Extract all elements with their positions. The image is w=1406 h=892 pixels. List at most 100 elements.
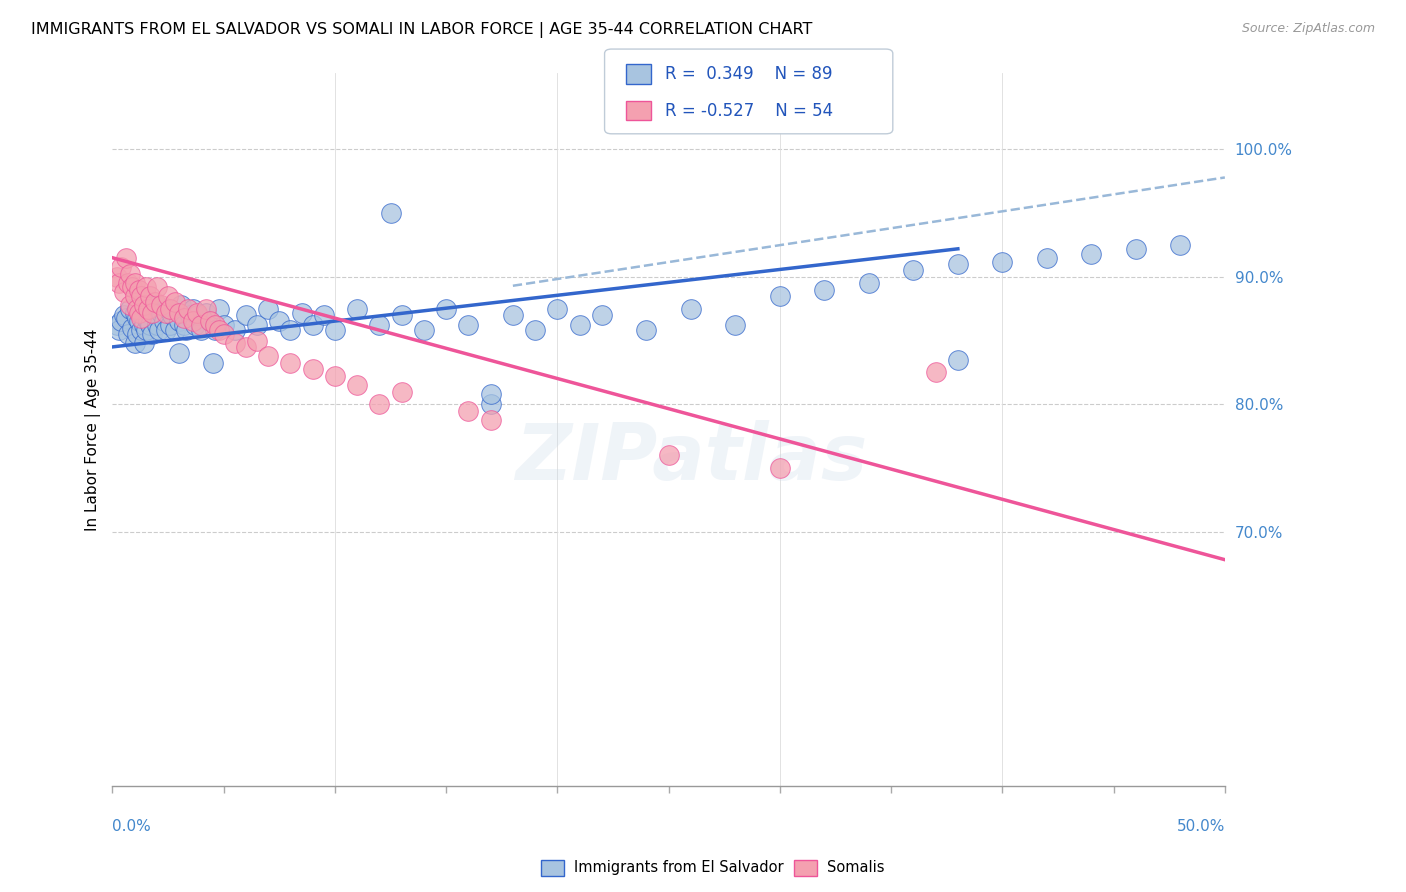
Point: [114, 310, 136, 325]
Point: [141, 305, 163, 319]
Point: [170, 298, 193, 312]
Point: [208, 323, 231, 337]
Point: [135, 301, 157, 316]
Point: [368, 318, 391, 333]
Point: [148, 323, 170, 337]
Point: [124, 336, 146, 351]
Point: [194, 305, 217, 319]
Y-axis label: In Labor Force | Age 35-44: In Labor Force | Age 35-44: [86, 328, 101, 531]
Point: [658, 448, 681, 462]
Point: [105, 318, 128, 333]
Point: [120, 301, 142, 316]
Text: 0.0%: 0.0%: [112, 819, 152, 834]
Point: [139, 289, 162, 303]
Point: [125, 310, 148, 325]
Point: [457, 318, 479, 333]
Point: [163, 323, 186, 337]
Point: [146, 298, 169, 312]
Point: [224, 336, 246, 351]
Point: [224, 323, 246, 337]
Point: [173, 318, 195, 333]
Text: 50.0%: 50.0%: [1177, 819, 1225, 834]
Point: [146, 280, 169, 294]
Point: [136, 314, 159, 328]
Point: [301, 361, 323, 376]
Point: [181, 301, 204, 316]
Point: [108, 277, 131, 291]
Point: [117, 277, 139, 291]
Point: [135, 323, 157, 337]
Point: [131, 310, 153, 325]
Point: [813, 283, 835, 297]
Point: [479, 397, 502, 411]
Point: [724, 318, 747, 333]
Point: [143, 308, 166, 322]
Point: [155, 323, 177, 337]
Point: [136, 301, 159, 316]
Point: [769, 289, 792, 303]
Point: [131, 323, 153, 337]
Point: [679, 301, 702, 316]
Point: [257, 349, 280, 363]
Point: [125, 327, 148, 342]
Text: ZIPatlas: ZIPatlas: [515, 420, 868, 496]
Point: [120, 298, 142, 312]
Point: [114, 251, 136, 265]
Point: [128, 305, 150, 319]
Point: [125, 301, 148, 316]
Point: [131, 289, 153, 303]
Text: Immigrants from El Salvador: Immigrants from El Salvador: [574, 861, 783, 875]
Point: [1125, 242, 1147, 256]
Point: [141, 327, 163, 342]
Point: [201, 356, 224, 370]
Point: [479, 387, 502, 401]
Point: [162, 308, 184, 322]
Point: [120, 268, 142, 282]
Point: [412, 323, 434, 337]
Point: [150, 305, 173, 319]
Point: [132, 298, 155, 312]
Point: [136, 298, 159, 312]
Point: [204, 318, 226, 333]
Point: [121, 320, 143, 334]
Point: [204, 323, 226, 337]
Text: R = -0.527    N = 54: R = -0.527 N = 54: [665, 102, 834, 120]
Point: [502, 308, 524, 322]
Point: [146, 318, 169, 333]
Point: [212, 318, 235, 333]
Point: [112, 308, 135, 322]
Point: [246, 334, 269, 348]
Point: [121, 280, 143, 294]
Point: [235, 308, 257, 322]
Point: [159, 318, 181, 333]
Point: [235, 340, 257, 354]
Point: [524, 323, 547, 337]
Point: [177, 301, 200, 316]
Point: [269, 314, 291, 328]
Point: [124, 277, 146, 291]
Point: [346, 378, 368, 392]
Point: [108, 323, 131, 337]
Point: [346, 301, 368, 316]
Point: [131, 305, 153, 319]
Point: [591, 308, 613, 322]
Point: [179, 308, 201, 322]
Point: [167, 314, 190, 328]
Point: [312, 308, 335, 322]
Point: [200, 314, 222, 328]
Point: [636, 323, 658, 337]
Point: [152, 314, 174, 328]
Point: [128, 314, 150, 328]
Point: [391, 308, 413, 322]
Point: [157, 301, 180, 316]
Point: [208, 301, 231, 316]
Point: [132, 318, 155, 333]
Point: [924, 365, 946, 379]
Point: [368, 397, 391, 411]
Point: [290, 305, 312, 319]
Point: [434, 301, 457, 316]
Point: [184, 318, 207, 333]
Point: [200, 314, 222, 328]
Point: [457, 403, 479, 417]
Point: [139, 318, 162, 333]
